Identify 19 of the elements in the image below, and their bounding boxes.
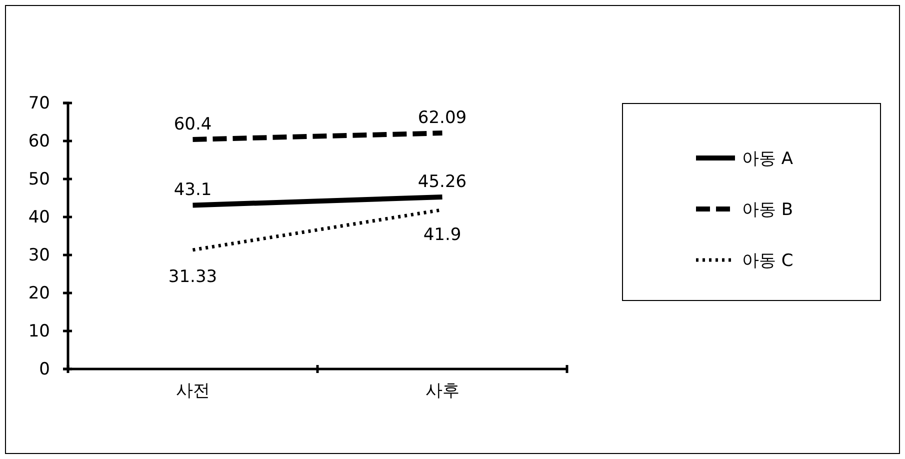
- y-tick-label: 40: [28, 207, 50, 228]
- x-tick-label: 사후: [425, 381, 460, 401]
- data-label: 41.9: [423, 224, 462, 245]
- y-tick-label: 50: [28, 169, 50, 190]
- legend-label: 아동 B: [742, 200, 794, 220]
- x-tick-label: 사전: [176, 381, 210, 401]
- y-tick-label: 20: [28, 283, 50, 304]
- y-tick-label: 30: [28, 245, 50, 266]
- data-label: 43.1: [174, 180, 212, 200]
- y-tick-label: 70: [28, 93, 50, 114]
- data-label: 62.09: [418, 108, 467, 128]
- data-label: 60.4: [174, 114, 212, 134]
- legend-label: 아동 C: [742, 251, 794, 271]
- data-label: 31.33: [168, 266, 218, 287]
- y-tick-label: 0: [39, 359, 50, 380]
- y-tick-label: 10: [28, 321, 50, 342]
- data-label: 45.26: [418, 172, 467, 192]
- y-tick-label: 60: [28, 131, 50, 152]
- legend-label: 아동 A: [742, 149, 794, 169]
